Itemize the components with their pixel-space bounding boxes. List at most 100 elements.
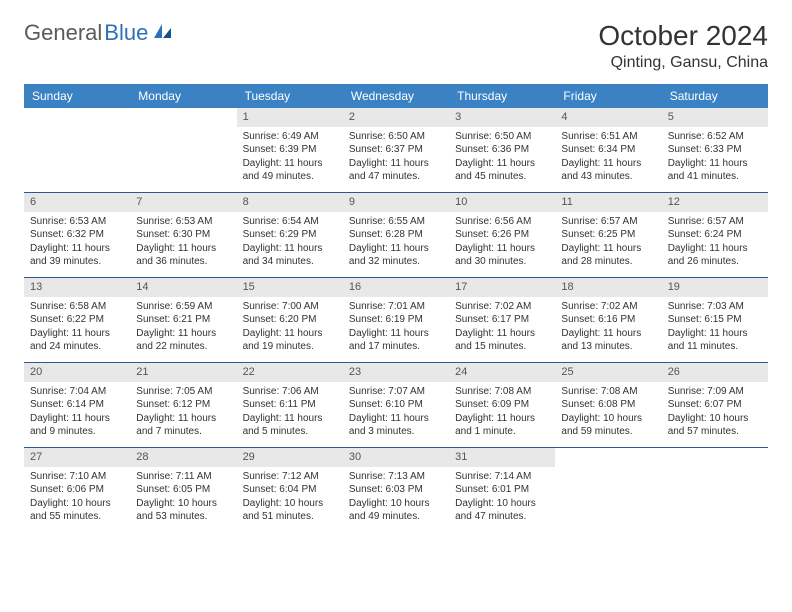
day-body: Sunrise: 6:51 AMSunset: 6:34 PMDaylight:…: [555, 127, 661, 188]
daylight-text: Daylight: 11 hours and 22 minutes.: [136, 327, 230, 354]
sunset-text: Sunset: 6:12 PM: [136, 398, 230, 412]
day-body: Sunrise: 7:02 AMSunset: 6:16 PMDaylight:…: [555, 297, 661, 358]
daylight-text: Daylight: 11 hours and 43 minutes.: [561, 157, 655, 184]
sunrise-text: Sunrise: 6:57 AM: [668, 215, 762, 229]
day-header-cell: Thursday: [449, 84, 555, 108]
sunrise-text: Sunrise: 7:07 AM: [349, 385, 443, 399]
day-header-cell: Saturday: [662, 84, 768, 108]
day-number: 31: [449, 448, 555, 467]
sunrise-text: Sunrise: 7:02 AM: [455, 300, 549, 314]
day-number: 1: [237, 108, 343, 127]
sunrise-text: Sunrise: 7:10 AM: [30, 470, 124, 484]
sunrise-text: Sunrise: 7:02 AM: [561, 300, 655, 314]
title-block: October 2024 Qinting, Gansu, China: [598, 20, 768, 72]
day-number: 28: [130, 448, 236, 467]
day-cell: 2Sunrise: 6:50 AMSunset: 6:37 PMDaylight…: [343, 108, 449, 192]
daylight-text: Daylight: 11 hours and 34 minutes.: [243, 242, 337, 269]
sunrise-text: Sunrise: 6:55 AM: [349, 215, 443, 229]
weeks-container: 1Sunrise: 6:49 AMSunset: 6:39 PMDaylight…: [24, 108, 768, 532]
daylight-text: Daylight: 11 hours and 5 minutes.: [243, 412, 337, 439]
sunset-text: Sunset: 6:39 PM: [243, 143, 337, 157]
day-body: Sunrise: 6:53 AMSunset: 6:30 PMDaylight:…: [130, 212, 236, 273]
day-number: 12: [662, 193, 768, 212]
week-row: 6Sunrise: 6:53 AMSunset: 6:32 PMDaylight…: [24, 192, 768, 277]
daylight-text: Daylight: 11 hours and 26 minutes.: [668, 242, 762, 269]
sunrise-text: Sunrise: 7:12 AM: [243, 470, 337, 484]
day-body: Sunrise: 7:07 AMSunset: 6:10 PMDaylight:…: [343, 382, 449, 443]
day-cell: 20Sunrise: 7:04 AMSunset: 6:14 PMDayligh…: [24, 363, 130, 447]
sunrise-text: Sunrise: 6:58 AM: [30, 300, 124, 314]
sunset-text: Sunset: 6:01 PM: [455, 483, 549, 497]
day-body: Sunrise: 6:58 AMSunset: 6:22 PMDaylight:…: [24, 297, 130, 358]
day-header-cell: Wednesday: [343, 84, 449, 108]
day-body: Sunrise: 7:11 AMSunset: 6:05 PMDaylight:…: [130, 467, 236, 528]
sunset-text: Sunset: 6:25 PM: [561, 228, 655, 242]
day-number: 30: [343, 448, 449, 467]
logo: GeneralBlue: [24, 20, 174, 46]
day-number: 22: [237, 363, 343, 382]
empty-cell: [662, 448, 768, 532]
day-number: 8: [237, 193, 343, 212]
day-number: 7: [130, 193, 236, 212]
daylight-text: Daylight: 11 hours and 9 minutes.: [30, 412, 124, 439]
day-cell: 21Sunrise: 7:05 AMSunset: 6:12 PMDayligh…: [130, 363, 236, 447]
sunset-text: Sunset: 6:10 PM: [349, 398, 443, 412]
day-cell: 1Sunrise: 6:49 AMSunset: 6:39 PMDaylight…: [237, 108, 343, 192]
day-body: Sunrise: 7:13 AMSunset: 6:03 PMDaylight:…: [343, 467, 449, 528]
sunrise-text: Sunrise: 7:00 AM: [243, 300, 337, 314]
sunrise-text: Sunrise: 7:08 AM: [455, 385, 549, 399]
day-cell: 28Sunrise: 7:11 AMSunset: 6:05 PMDayligh…: [130, 448, 236, 532]
day-body: Sunrise: 7:06 AMSunset: 6:11 PMDaylight:…: [237, 382, 343, 443]
calendar: SundayMondayTuesdayWednesdayThursdayFrid…: [24, 84, 768, 532]
daylight-text: Daylight: 11 hours and 36 minutes.: [136, 242, 230, 269]
day-body: Sunrise: 7:03 AMSunset: 6:15 PMDaylight:…: [662, 297, 768, 358]
day-header-row: SundayMondayTuesdayWednesdayThursdayFrid…: [24, 84, 768, 108]
day-cell: 29Sunrise: 7:12 AMSunset: 6:04 PMDayligh…: [237, 448, 343, 532]
day-body: Sunrise: 7:02 AMSunset: 6:17 PMDaylight:…: [449, 297, 555, 358]
day-body: Sunrise: 7:14 AMSunset: 6:01 PMDaylight:…: [449, 467, 555, 528]
sunset-text: Sunset: 6:08 PM: [561, 398, 655, 412]
sunset-text: Sunset: 6:37 PM: [349, 143, 443, 157]
sunset-text: Sunset: 6:17 PM: [455, 313, 549, 327]
sunset-text: Sunset: 6:33 PM: [668, 143, 762, 157]
location: Qinting, Gansu, China: [598, 54, 768, 72]
day-number: 4: [555, 108, 661, 127]
day-body: Sunrise: 6:55 AMSunset: 6:28 PMDaylight:…: [343, 212, 449, 273]
sunset-text: Sunset: 6:03 PM: [349, 483, 443, 497]
sunrise-text: Sunrise: 7:06 AM: [243, 385, 337, 399]
day-body: Sunrise: 7:12 AMSunset: 6:04 PMDaylight:…: [237, 467, 343, 528]
day-body: Sunrise: 7:10 AMSunset: 6:06 PMDaylight:…: [24, 467, 130, 528]
sunset-text: Sunset: 6:21 PM: [136, 313, 230, 327]
day-body: Sunrise: 7:08 AMSunset: 6:09 PMDaylight:…: [449, 382, 555, 443]
day-body: Sunrise: 7:01 AMSunset: 6:19 PMDaylight:…: [343, 297, 449, 358]
sunset-text: Sunset: 6:34 PM: [561, 143, 655, 157]
sunrise-text: Sunrise: 7:14 AM: [455, 470, 549, 484]
sunset-text: Sunset: 6:19 PM: [349, 313, 443, 327]
day-header-cell: Sunday: [24, 84, 130, 108]
day-cell: 5Sunrise: 6:52 AMSunset: 6:33 PMDaylight…: [662, 108, 768, 192]
daylight-text: Daylight: 10 hours and 57 minutes.: [668, 412, 762, 439]
day-body: Sunrise: 6:52 AMSunset: 6:33 PMDaylight:…: [662, 127, 768, 188]
week-row: 1Sunrise: 6:49 AMSunset: 6:39 PMDaylight…: [24, 108, 768, 192]
daylight-text: Daylight: 11 hours and 49 minutes.: [243, 157, 337, 184]
day-cell: 9Sunrise: 6:55 AMSunset: 6:28 PMDaylight…: [343, 193, 449, 277]
day-cell: 6Sunrise: 6:53 AMSunset: 6:32 PMDaylight…: [24, 193, 130, 277]
daylight-text: Daylight: 11 hours and 28 minutes.: [561, 242, 655, 269]
daylight-text: Daylight: 11 hours and 15 minutes.: [455, 327, 549, 354]
daylight-text: Daylight: 10 hours and 55 minutes.: [30, 497, 124, 524]
day-cell: 4Sunrise: 6:51 AMSunset: 6:34 PMDaylight…: [555, 108, 661, 192]
day-number: 5: [662, 108, 768, 127]
daylight-text: Daylight: 11 hours and 7 minutes.: [136, 412, 230, 439]
day-number: 9: [343, 193, 449, 212]
day-number: 11: [555, 193, 661, 212]
day-number: 18: [555, 278, 661, 297]
day-cell: 10Sunrise: 6:56 AMSunset: 6:26 PMDayligh…: [449, 193, 555, 277]
sunrise-text: Sunrise: 6:56 AM: [455, 215, 549, 229]
daylight-text: Daylight: 11 hours and 47 minutes.: [349, 157, 443, 184]
day-cell: 24Sunrise: 7:08 AMSunset: 6:09 PMDayligh…: [449, 363, 555, 447]
day-cell: 26Sunrise: 7:09 AMSunset: 6:07 PMDayligh…: [662, 363, 768, 447]
day-number: 6: [24, 193, 130, 212]
daylight-text: Daylight: 11 hours and 24 minutes.: [30, 327, 124, 354]
sunrise-text: Sunrise: 7:05 AM: [136, 385, 230, 399]
day-number: 13: [24, 278, 130, 297]
